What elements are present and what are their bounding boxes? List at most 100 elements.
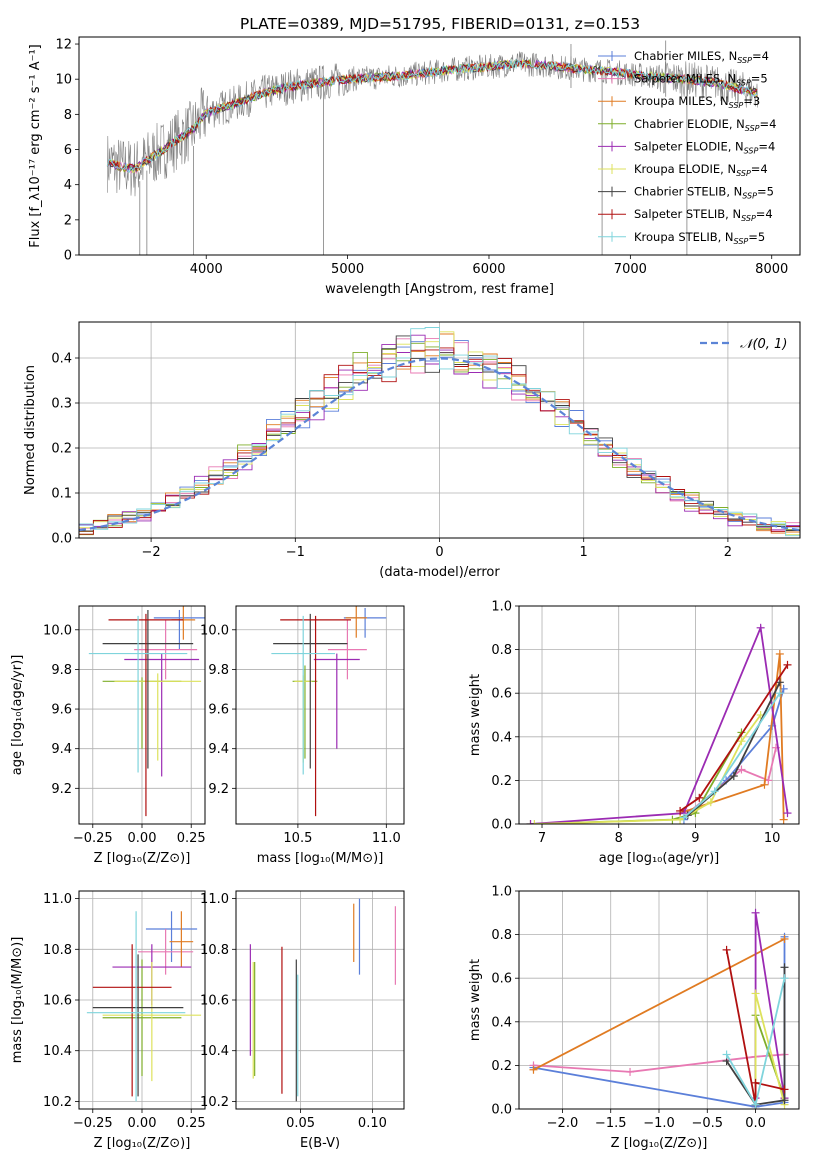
weight-age-ytick-label: 0.2	[491, 774, 512, 789]
age-mass-panel: 10.5 11.0 9.2 9.4 9.6 9.8 10.0 mass [log₁₀(M/M⊙…	[200, 605, 405, 866]
age-z-ytick-label: 9.6	[51, 703, 72, 718]
mass-z-ytick-label: 11.0	[43, 892, 72, 907]
spectrum-xtick-label: 7000	[614, 262, 647, 277]
age-z-ylabel: age [log₁₀(age/yr)]	[10, 655, 25, 776]
spectrum-ylabel: Flux [f_λ10⁻¹⁷ erg cm⁻² s⁻¹ A⁻¹]	[28, 44, 43, 248]
mass-ebv-ticks: 0.05 0.10 10.2 10.4 10.6 10.8 11.0	[200, 892, 387, 1131]
mass-ebv-xlabel: E(B-V)	[300, 1136, 340, 1151]
weight-age-xtick-label: 7	[538, 831, 546, 846]
age-mass-ticks: 10.5 11.0 9.2 9.4 9.6 9.8 10.0	[200, 623, 401, 846]
age-z-xtick-label: −0.25	[73, 831, 113, 846]
age-z-ticks: −0.25 0.00 0.25 9.2 9.4 9.6 9.8 10.0	[43, 623, 206, 846]
spectrum-ytick-label: 10	[55, 73, 72, 88]
mass-z-xtick-label: 0.00	[128, 1116, 157, 1131]
weight-age-frame	[518, 605, 800, 825]
weight-age-panel: 7 8 9 10 0.0 0.2 0.4 0.6 0.8 1.0 age [log₁₀(age/yr…	[468, 600, 800, 866]
legend-entry-normal: 𝒩(0, 1)	[740, 337, 787, 352]
residuals-xtick-label: 1	[580, 545, 588, 560]
mass-ebv-ytick-label: 11.0	[200, 892, 229, 907]
weight-z-ytick-label: 0.6	[491, 972, 512, 987]
age-mass-ytick-label: 9.8	[208, 663, 229, 678]
age-z-panel: −0.25 0.00 0.25 9.2 9.4 9.6 9.8 10.0 Z [log₁₀(Z/…	[10, 605, 206, 866]
spectrum-xtick-label: 5000	[331, 262, 364, 277]
spectrum-frame	[78, 36, 801, 256]
weight-z-ticks: −2.0 −1.5 −1.0 −0.5 0.0 0.0 0.2 0.4 0.6 0.8 1.0	[491, 885, 766, 1132]
mass-ebv-xtick-label: 0.10	[358, 1116, 387, 1131]
model-spectrum-line	[106, 59, 758, 173]
spectrum-legend: Chabrier MILES, NSSP=4 Salpeter MILES, NS…	[598, 49, 776, 246]
weight-age-xlabel: age [log₁₀(age/yr)]	[599, 851, 720, 866]
spectrum-ytick-label: 2	[64, 213, 72, 228]
age-mass-frame	[235, 605, 405, 825]
spectrum-xtick-label: 4000	[190, 262, 223, 277]
age-mass-xtick-label: 10.5	[283, 831, 312, 846]
residuals-ytick-label: 0.3	[51, 397, 72, 412]
weight-series-line	[725, 967, 786, 1106]
spectrum-ytick-label: 0	[64, 249, 72, 264]
weight-z-ylabel: mass weight	[468, 959, 483, 1041]
spectrum-xlabel: wavelength [Angstrom, rest frame]	[325, 282, 554, 297]
age-mass-xlabel: mass [log₁₀(M/M⊙)]	[257, 851, 384, 866]
weight-z-ytick-label: 0.4	[491, 1015, 512, 1030]
weight-z-xtick-label: −2.0	[547, 1116, 579, 1131]
mass-z-panel: −0.25 0.00 0.25 10.2 10.4 10.6 10.8 11.0 Z [log₁…	[10, 890, 206, 1151]
mass-ebv-ytick-label: 10.2	[200, 1095, 229, 1110]
weight-z-panel: −2.0 −1.5 −1.0 −0.5 0.0 0.0 0.2 0.4 0.6 0.8 1.0 Z […	[468, 885, 800, 1151]
weight-age-ytick-label: 0.8	[491, 643, 512, 658]
residuals-panel: −2 −1 0 1 2 0.0 0.1 0.2 0.3 0.4 (data-model)/error…	[23, 321, 801, 580]
weight-age-xtick-label: 10	[764, 831, 781, 846]
mass-z-plot-area	[86, 911, 202, 1102]
weight-age-plot-area	[526, 623, 792, 824]
mass-ebv-frame	[235, 890, 405, 1110]
weight-z-ytick-label: 1.0	[491, 885, 512, 900]
mass-z-xtick-label: 0.25	[177, 1116, 206, 1131]
age-z-xtick-label: 0.00	[128, 831, 157, 846]
age-z-ytick-label: 9.8	[51, 663, 72, 678]
residuals-xtick-label: −1	[286, 545, 305, 560]
residuals-ytick-label: 0.1	[51, 487, 72, 502]
residuals-ytick-label: 0.4	[51, 352, 72, 367]
residuals-ylabel: Normed distribution	[23, 365, 38, 495]
weight-z-xtick-label: −0.5	[691, 1116, 723, 1131]
weight-z-plot-area	[529, 908, 789, 1109]
weight-z-xtick-label: 0.0	[745, 1116, 766, 1131]
mass-z-ylabel: mass [log₁₀(M/M⊙)]	[10, 937, 25, 1064]
legend-entry: Salpeter ELODIE, NSSP=4	[634, 139, 775, 155]
figure-title: PLATE=0389, MJD=51795, FIBERID=0131, z=0…	[240, 15, 640, 33]
age-mass-ytick-label: 10.0	[200, 623, 229, 638]
weight-series-line	[534, 714, 762, 824]
residuals-plot-area	[79, 327, 800, 537]
age-mass-ytick-label: 9.4	[208, 742, 229, 757]
age-z-ytick-label: 9.4	[51, 742, 72, 757]
weight-series-line	[530, 731, 743, 824]
age-z-xtick-label: 0.25	[177, 831, 206, 846]
weight-series-line	[533, 938, 785, 1071]
weight-series-line	[530, 624, 789, 824]
residuals-ytick-label: 0.2	[51, 442, 72, 457]
mass-z-ytick-label: 10.2	[43, 1095, 72, 1110]
weight-age-ylabel: mass weight	[468, 674, 483, 756]
normal-curve	[79, 357, 800, 532]
spectrum-xtick-label: 6000	[472, 262, 505, 277]
legend-entry: Chabrier ELODIE, NSSP=4	[634, 117, 776, 133]
age-mass-plot-area	[271, 606, 387, 817]
age-z-ytick-label: 10.0	[43, 623, 72, 638]
residuals-ticks: −2 −1 0 1 2 0.0 0.1 0.2 0.3 0.4	[51, 352, 732, 561]
mass-ebv-ytick-label: 10.4	[200, 1044, 229, 1059]
weight-age-xtick-label: 9	[691, 831, 699, 846]
residuals-xtick-label: −2	[142, 545, 161, 560]
spectrum-xtick-label: 8000	[755, 262, 788, 277]
residuals-xtick-label: 0	[435, 545, 443, 560]
weight-series-line	[725, 949, 785, 1105]
spectrum-ytick-label: 4	[64, 178, 72, 193]
data-spectrum-line	[107, 51, 758, 197]
legend-entry: Chabrier STELIB, NSSP=5	[634, 185, 774, 201]
residuals-ytick-label: 0.0	[51, 532, 72, 547]
weight-z-ytick-label: 0.0	[491, 1103, 512, 1118]
weight-z-frame	[518, 890, 800, 1110]
spectrum-panel: 4000 5000 6000 7000 8000 0 2 4 6 8 10 12 wavelength …	[28, 36, 801, 297]
weight-z-xtick-label: −1.5	[595, 1116, 627, 1131]
mass-ebv-xtick-label: 0.05	[286, 1116, 315, 1131]
age-z-xlabel: Z [log₁₀(Z/Z⊙)]	[94, 851, 191, 866]
residuals-xtick-label: 2	[724, 545, 732, 560]
